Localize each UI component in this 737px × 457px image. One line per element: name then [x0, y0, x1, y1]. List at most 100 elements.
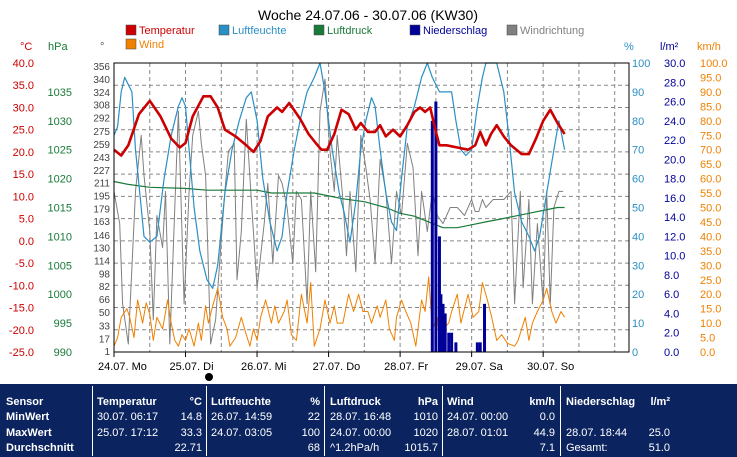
press-value: 1010 — [413, 411, 438, 423]
press-tick-label: 1005 — [48, 260, 72, 272]
press-date: ^1.2hPa/h — [330, 442, 380, 454]
press-tick-label: 1015 — [48, 203, 72, 215]
wind-tick-label: 25.0 — [700, 275, 721, 287]
statistics-table: Sensor Temperatur °C Luftfeuchte % Luftd… — [0, 384, 737, 457]
temp-tick-label: 10.0 — [13, 191, 34, 203]
wind-value: 0.0 — [539, 411, 555, 423]
dir-tick-label: 340 — [93, 75, 110, 86]
day-tick-label: 29.07. Sa — [456, 361, 504, 373]
press-unit-label: hPa — [48, 41, 68, 53]
rain-value: 25.0 — [648, 427, 670, 439]
header-rain: Niederschlag — [566, 396, 636, 408]
header-pressure: Luftdruck — [330, 396, 381, 408]
humidity-line — [113, 62, 566, 289]
dir-tick-label: 17 — [99, 334, 111, 345]
legend-swatch — [125, 38, 137, 50]
dir-tick-label: 130 — [93, 244, 110, 255]
wind-tick-label: 75.0 — [700, 130, 721, 142]
column-divider — [324, 386, 325, 456]
temp-tick-label: -20.0 — [9, 325, 34, 337]
press-tick-label: 1025 — [48, 145, 72, 157]
day-tick-label: 30.07. So — [527, 361, 574, 373]
rain-tick-label: 16.0 — [664, 193, 685, 205]
hum-tick-label: 0 — [632, 347, 638, 359]
wind-tick-label: 55.0 — [700, 188, 721, 200]
wind-tick-label: 30.0 — [700, 260, 721, 272]
dir-tick-label: 114 — [94, 256, 110, 267]
rain-tick-label: 24.0 — [664, 116, 685, 128]
rain-value: 51.0 — [648, 442, 670, 454]
rain-bar — [478, 342, 482, 352]
rain-tick-label: 22.0 — [664, 135, 685, 147]
dir-tick-label: 1 — [104, 347, 110, 358]
rain-tick-label: 10.0 — [664, 251, 685, 263]
rain-bar — [483, 303, 487, 352]
press-date: 24.07. 00:00 — [330, 427, 392, 439]
hum-tick-label: 70 — [632, 145, 644, 157]
hum-tick-label: 80 — [632, 116, 644, 128]
legend-label: Windrichtung — [520, 25, 584, 37]
wind-tick-label: 10.0 — [700, 318, 721, 330]
day-tick-label: 27.07. Do — [313, 361, 361, 373]
day-tick-label: 24.07. Mo — [98, 361, 147, 373]
rain-date: Gesamt: — [566, 442, 608, 454]
header-humidity: Luftfeuchte — [211, 396, 271, 408]
rain-bar — [450, 332, 454, 352]
weather-chart: Woche 24.07.06 - 30.07.06 (KW30) Tempera… — [9, 7, 728, 381]
wind-tick-label: 35.0 — [700, 246, 721, 258]
wind-tick-label: 80.0 — [700, 116, 721, 128]
dir-tick-label: 195 — [93, 191, 110, 202]
header-temperature: Temperatur — [97, 396, 157, 408]
legend: Temperatur Luftfeuchte Luftdruck Niederschl… — [125, 24, 584, 51]
stats-row-max: MaxWert 25.07. 17:12 33.3 24.07. 03:05 1… — [0, 426, 737, 440]
dir-tick-label: 146 — [93, 231, 110, 242]
column-divider — [92, 386, 93, 456]
header-temperature-unit: °C — [189, 396, 202, 408]
legend-label: Luftdruck — [327, 25, 373, 37]
rain-bar — [475, 342, 479, 352]
stats-header-row: Sensor Temperatur °C Luftfeuchte % Luftd… — [0, 395, 737, 409]
dir-tick-label: 179 — [93, 204, 110, 215]
press-date: 28.07. 16:48 — [330, 411, 392, 423]
rain-bar — [447, 332, 451, 352]
header-rain-unit: l/m² — [650, 396, 670, 408]
temp-tick-label: 35.0 — [13, 80, 34, 92]
temp-date: 25.07. 17:12 — [97, 427, 159, 439]
rain-tick-label: 6.0 — [664, 289, 679, 301]
press-tick-label: 1035 — [48, 87, 72, 99]
row-label: MinWert — [6, 411, 50, 423]
rain-tick-label: 12.0 — [664, 231, 685, 243]
temp-tick-label: 40.0 — [13, 58, 34, 70]
temp-value: 33.3 — [180, 427, 202, 439]
hum-tick-label: 20 — [632, 289, 644, 301]
wind-date: 28.07. 01:01 — [447, 427, 509, 439]
wind-date: 24.07. 00:00 — [447, 411, 509, 423]
chart-title: Woche 24.07.06 - 30.07.06 (KW30) — [258, 7, 478, 23]
series-layer — [113, 62, 566, 353]
rain-unit-label: l/m² — [660, 41, 679, 53]
temp-tick-label: -5.0 — [15, 258, 34, 270]
legend-swatch — [313, 24, 325, 36]
hum-tick-label: 50 — [632, 203, 644, 215]
wind-unit-label: km/h — [697, 41, 721, 53]
wind-tick-label: 100.0 — [700, 58, 728, 70]
hum-value: 68 — [307, 442, 320, 454]
dir-tick-label: 163 — [93, 217, 110, 228]
stats-row-min: MinWert 30.07. 06:17 14.8 26.07. 14:59 2… — [0, 410, 737, 424]
hum-unit-label: % — [624, 41, 634, 53]
wind-tick-label: 95.0 — [700, 72, 721, 84]
wind-tick-label: 0.0 — [700, 347, 715, 359]
hum-tick-label: 40 — [632, 231, 644, 243]
press-tick-label: 1010 — [48, 231, 72, 243]
header-wind: Wind — [447, 396, 474, 408]
wind-value: 7.1 — [539, 442, 555, 454]
header-sensor: Sensor — [6, 396, 44, 408]
temp-date: 30.07. 06:17 — [97, 411, 159, 423]
dir-tick-label: 275 — [93, 127, 110, 138]
temp-value: 14.8 — [180, 411, 202, 423]
legend-swatch — [409, 24, 421, 36]
hum-tick-label: 90 — [632, 87, 644, 99]
axis-unit-labels: °C hPa °% l/m² km/h — [20, 41, 721, 53]
wind-tick-label: 45.0 — [700, 217, 721, 229]
header-humidity-unit: % — [310, 396, 320, 408]
